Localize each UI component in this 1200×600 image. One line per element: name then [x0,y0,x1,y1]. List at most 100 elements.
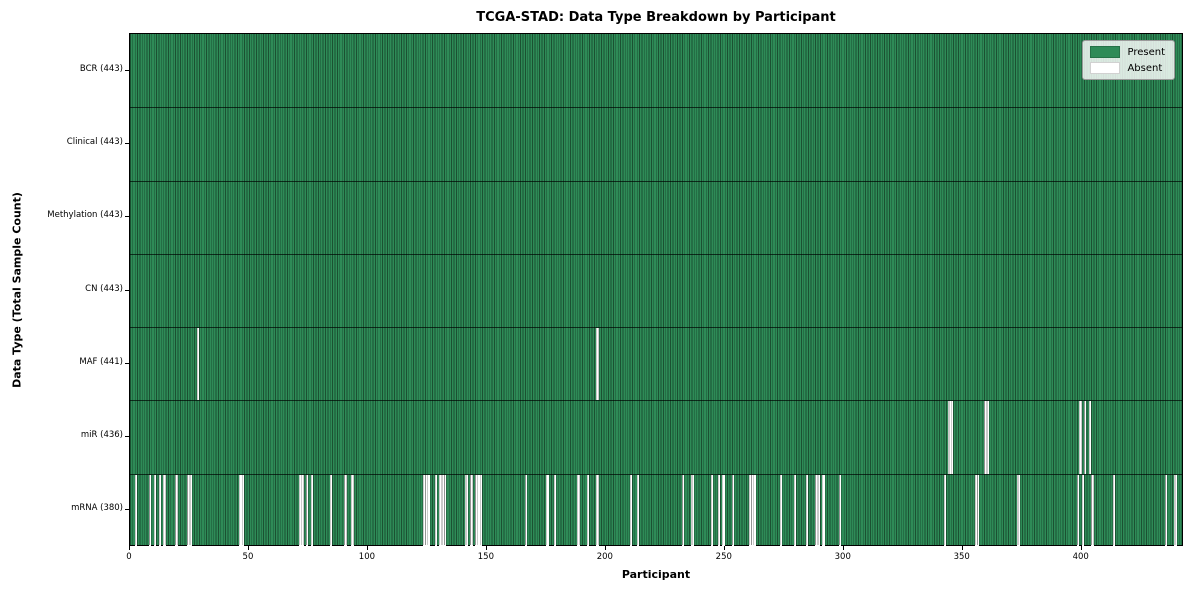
y-tick-mark [125,289,129,291]
absent-cell-mRNA [149,473,152,547]
legend-item-present: Present [1090,46,1165,58]
x-tick-label-50: 50 [242,552,254,562]
x-tick-mark [247,546,249,550]
absent-cell-mRNA [1081,473,1085,547]
absent-cell-mRNA [301,473,304,547]
absent-cell-mRNA [479,473,483,547]
absent-cell-mRNA [717,473,721,547]
row-separator [130,180,1182,182]
absent-cell-mRNA [465,473,468,547]
absent-cell-mRNA [629,473,632,547]
absent-cell-miR [950,400,954,474]
absent-cell-mRNA [977,473,980,547]
absent-cell-mRNA [241,473,245,547]
absent-cell-mRNA [134,473,138,547]
absent-cell-miR [1079,400,1082,474]
absent-cell-mRNA [753,473,756,547]
y-tick-mark [125,362,129,364]
absent-cell-mRNA [1076,473,1080,547]
absent-cell-mRNA [163,473,166,547]
row-separator [130,327,1182,329]
x-tick-label-200: 200 [596,552,613,562]
absent-cell-mRNA [710,473,713,547]
absent-cell-mRNA [477,473,480,547]
absent-cell-mRNA [822,473,825,547]
absent-cell-miR [1084,400,1087,474]
absent-cell-mRNA [351,473,354,547]
absent-cell-mRNA [974,473,977,547]
x-tick-label-100: 100 [358,552,376,562]
absent-cell-MAF [196,327,199,401]
legend-label-absent: Absent [1127,62,1163,74]
y-tick-label-BCR: BCR (443) [79,63,123,74]
absent-cell-mRNA [175,473,178,547]
absent-cell-mRNA [1091,473,1094,547]
absent-cell-mRNA [329,473,333,547]
present-swatch [1090,46,1121,58]
absent-cell-mRNA [577,473,580,547]
absent-cell-mRNA [815,473,818,547]
absent-cell-mRNA [681,473,685,547]
absent-cell-mRNA [1017,473,1020,547]
absent-cell-mRNA [439,473,442,547]
absent-cell-mRNA [153,473,157,547]
y-tick-mark [125,509,129,511]
x-tick-label-350: 350 [953,552,970,562]
x-tick-mark [723,546,725,550]
y-tick-label-Methylation: Methylation (443) [47,210,123,221]
absent-cell-mRNA [817,473,820,547]
absent-swatch [1090,62,1121,74]
y-tick-mark [125,216,129,218]
row-separator [130,253,1182,255]
absent-cell-mRNA [722,473,725,547]
y-tick-mark [125,436,129,438]
absent-cell-mRNA [474,473,478,547]
x-tick-mark [842,546,844,550]
cell-edge-texture [130,34,1182,545]
absent-cell-miR [948,400,951,474]
absent-cell-mRNA [422,473,426,547]
plot-area: Present Absent [129,33,1183,547]
absent-cell-mRNA [189,473,192,547]
absent-cell-mRNA [748,473,751,547]
absent-cell-mRNA [839,473,842,547]
absent-cell-mRNA [434,473,437,547]
absent-cell-mRNA [793,473,797,547]
absent-cell-mRNA [425,473,428,547]
absent-cell-mRNA [344,473,347,547]
y-tick-label-Clinical: Clinical (443) [66,136,123,147]
absent-cell-miR [1088,400,1092,474]
absent-cell-mRNA [441,473,445,547]
absent-cell-mRNA [553,473,556,547]
y-tick-label-CN: CN (443) [85,283,123,294]
absent-cell-mRNA [444,473,447,547]
absent-cell-mRNA [1174,473,1177,547]
x-tick-mark [1080,546,1082,550]
x-tick-mark [604,546,606,550]
absent-cell-mRNA [427,473,430,547]
x-tick-label-300: 300 [834,552,851,562]
legend-item-absent: Absent [1090,62,1165,74]
y-tick-mark [125,142,129,144]
absent-cell-mRNA [546,473,549,547]
absent-cell-mRNA [731,473,735,547]
absent-cell-miR [984,400,987,474]
y-tick-label-MAF: MAF (441) [79,356,123,367]
absent-cell-mRNA [310,473,314,547]
x-tick-label-150: 150 [477,552,494,562]
y-tick-mark [125,69,129,71]
absent-cell-mRNA [805,473,809,547]
row-separator [130,473,1182,475]
x-tick-label-400: 400 [1072,552,1089,562]
legend-label-present: Present [1127,46,1165,58]
x-axis-label: Participant [621,568,691,581]
absent-cell-mRNA [470,473,473,547]
chart-title: TCGA-STAD: Data Type Breakdown by Partic… [476,10,836,25]
x-tick-mark [961,546,963,550]
absent-cell-mRNA [158,473,161,547]
y-tick-label-mRNA: mRNA (380) [71,503,123,514]
absent-cell-MAF [596,327,599,401]
x-tick-label-0: 0 [126,552,132,562]
absent-cell-mRNA [298,473,302,547]
